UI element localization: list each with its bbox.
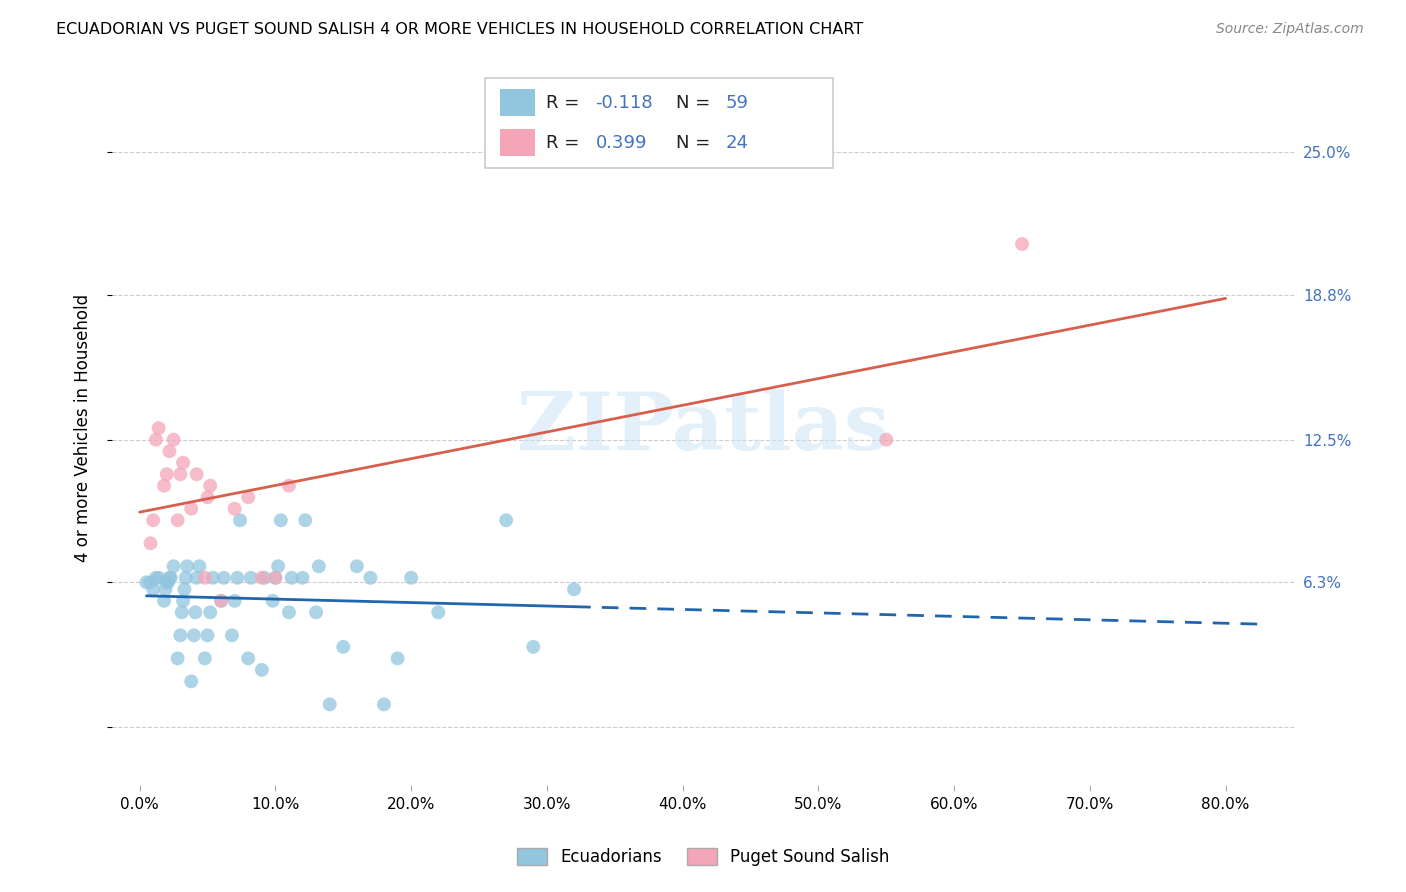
Point xyxy=(239,571,262,585)
Point xyxy=(209,594,232,608)
Point xyxy=(522,640,544,654)
Point xyxy=(172,594,194,608)
Y-axis label: 4 or more Vehicles in Household: 4 or more Vehicles in Household xyxy=(73,294,91,562)
FancyBboxPatch shape xyxy=(485,78,832,168)
Point xyxy=(305,605,328,619)
Point xyxy=(169,467,191,482)
Point xyxy=(318,698,340,712)
Point xyxy=(159,444,181,458)
Bar xyxy=(501,89,536,116)
Point xyxy=(153,594,176,608)
Point xyxy=(229,513,252,527)
Point xyxy=(226,571,249,585)
Point xyxy=(186,571,208,585)
Point xyxy=(170,605,193,619)
Text: -0.118: -0.118 xyxy=(596,94,654,112)
Point xyxy=(495,513,517,527)
Text: ECUADORIAN VS PUGET SOUND SALISH 4 OR MORE VEHICLES IN HOUSEHOLD CORRELATION CHA: ECUADORIAN VS PUGET SOUND SALISH 4 OR MO… xyxy=(56,22,863,37)
Point xyxy=(166,651,188,665)
Point xyxy=(176,559,198,574)
Point xyxy=(224,501,246,516)
Point xyxy=(270,513,292,527)
Point xyxy=(184,605,207,619)
Point xyxy=(139,536,162,550)
Point xyxy=(238,490,260,504)
Point xyxy=(145,433,167,447)
Point xyxy=(346,559,368,574)
Point xyxy=(155,582,177,597)
Point xyxy=(200,479,222,493)
Point xyxy=(180,674,202,689)
Point xyxy=(172,456,194,470)
Text: 59: 59 xyxy=(725,94,748,112)
Point xyxy=(278,605,301,619)
Point xyxy=(332,640,354,654)
Text: 24: 24 xyxy=(725,134,748,152)
Point xyxy=(153,479,176,493)
Point xyxy=(159,571,181,585)
Text: N =: N = xyxy=(676,94,716,112)
Point xyxy=(197,490,219,504)
Point xyxy=(200,605,222,619)
Point xyxy=(264,571,287,585)
Point xyxy=(253,571,276,585)
Point xyxy=(173,582,195,597)
Text: 0.399: 0.399 xyxy=(596,134,647,152)
Point xyxy=(280,571,302,585)
Point xyxy=(148,421,170,435)
Point xyxy=(142,513,165,527)
Point xyxy=(188,559,211,574)
Point xyxy=(562,582,585,597)
Bar xyxy=(501,129,536,156)
Point xyxy=(291,571,314,585)
Point xyxy=(194,571,217,585)
Point xyxy=(387,651,409,665)
Point xyxy=(135,575,157,590)
Point xyxy=(156,575,179,590)
Point xyxy=(264,571,287,585)
Point xyxy=(267,559,290,574)
Text: R =: R = xyxy=(546,134,585,152)
Point xyxy=(250,663,273,677)
Point xyxy=(212,571,235,585)
Point xyxy=(238,651,260,665)
Point xyxy=(183,628,205,642)
Point xyxy=(160,571,183,585)
Point xyxy=(201,571,224,585)
Point xyxy=(875,433,897,447)
Point xyxy=(169,628,191,642)
Point xyxy=(427,605,450,619)
Point xyxy=(162,433,184,447)
Text: R =: R = xyxy=(546,94,585,112)
Point xyxy=(294,513,316,527)
Point xyxy=(221,628,243,642)
Point xyxy=(145,571,167,585)
Point xyxy=(156,467,179,482)
Legend: Ecuadorians, Puget Sound Salish: Ecuadorians, Puget Sound Salish xyxy=(509,840,897,875)
Point xyxy=(1011,237,1033,252)
Point xyxy=(186,467,208,482)
Point xyxy=(142,582,165,597)
Text: N =: N = xyxy=(676,134,716,152)
Point xyxy=(278,479,301,493)
Point xyxy=(224,594,246,608)
Text: Source: ZipAtlas.com: Source: ZipAtlas.com xyxy=(1216,22,1364,37)
Point xyxy=(209,594,232,608)
Point xyxy=(194,651,217,665)
Point xyxy=(308,559,330,574)
Point xyxy=(359,571,381,585)
Point xyxy=(162,559,184,574)
Point xyxy=(174,571,197,585)
Point xyxy=(250,571,273,585)
Point xyxy=(148,571,170,585)
Point xyxy=(139,575,162,590)
Point xyxy=(399,571,422,585)
Text: ZIPatlas: ZIPatlas xyxy=(517,389,889,467)
Point xyxy=(166,513,188,527)
Point xyxy=(157,575,180,590)
Point xyxy=(180,501,202,516)
Point xyxy=(262,594,284,608)
Point xyxy=(197,628,219,642)
Point xyxy=(373,698,395,712)
